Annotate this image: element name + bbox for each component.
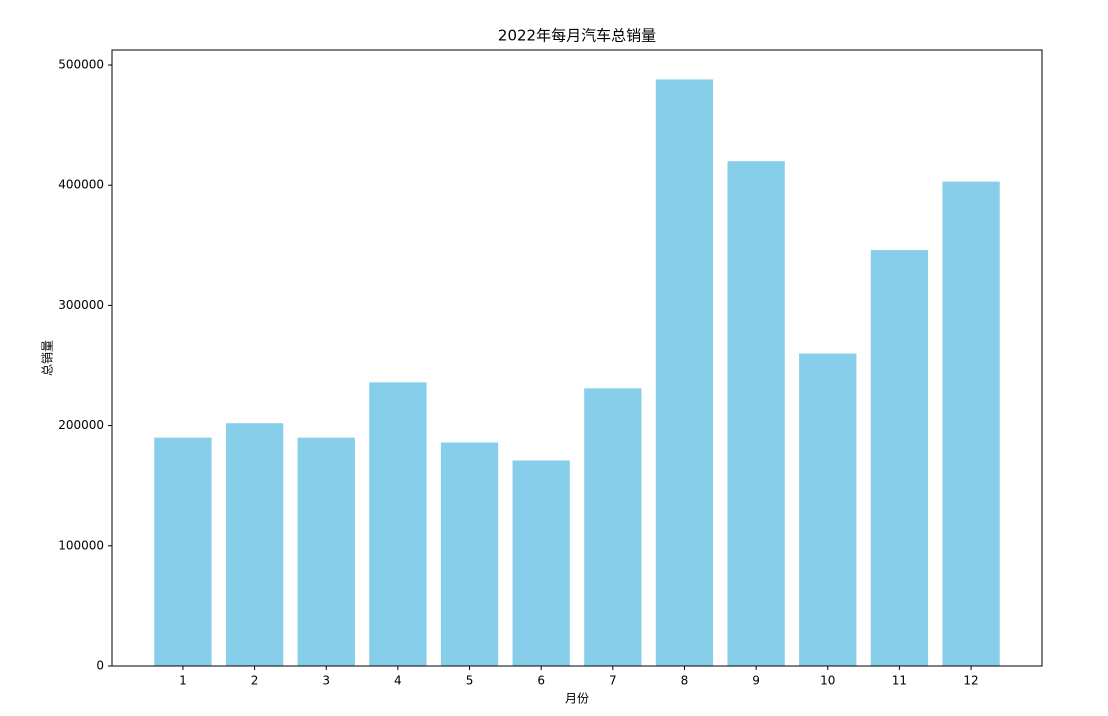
bar <box>870 250 929 666</box>
bar <box>369 382 427 666</box>
x-tick-label: 11 <box>892 674 907 688</box>
bar <box>154 437 212 666</box>
bar <box>942 181 1000 667</box>
bar <box>297 437 355 666</box>
x-tick-label: 9 <box>752 674 760 688</box>
y-tick-label: 0 <box>96 659 104 673</box>
x-tick-label: 8 <box>681 674 689 688</box>
x-tick-label: 7 <box>609 674 617 688</box>
bar <box>727 161 785 666</box>
plot-frame <box>111 49 1043 667</box>
bar <box>799 353 857 666</box>
chart-title: 2022年每月汽车总销量 <box>498 27 656 45</box>
x-tick-label: 6 <box>537 674 545 688</box>
x-tick-label: 10 <box>820 674 835 688</box>
y-tick-label: 300000 <box>58 298 104 312</box>
x-tick-label: 5 <box>466 674 474 688</box>
y-axis-label: 总销量 <box>41 340 55 376</box>
x-tick-label: 12 <box>963 674 978 688</box>
y-tick-label: 500000 <box>58 58 104 72</box>
x-tick-label: 2 <box>251 674 259 688</box>
y-tick-label: 100000 <box>58 538 104 552</box>
bar <box>440 442 499 666</box>
y-tick-label: 400000 <box>58 178 104 192</box>
bar <box>584 388 642 666</box>
bar <box>512 460 570 666</box>
x-tick-label: 1 <box>179 674 187 688</box>
x-tick-label: 3 <box>322 674 330 688</box>
bar <box>225 423 284 666</box>
x-axis-label: 月份 <box>565 692 589 706</box>
x-tick-label: 4 <box>394 674 402 688</box>
bar <box>655 79 714 666</box>
y-tick-label: 200000 <box>58 418 104 432</box>
